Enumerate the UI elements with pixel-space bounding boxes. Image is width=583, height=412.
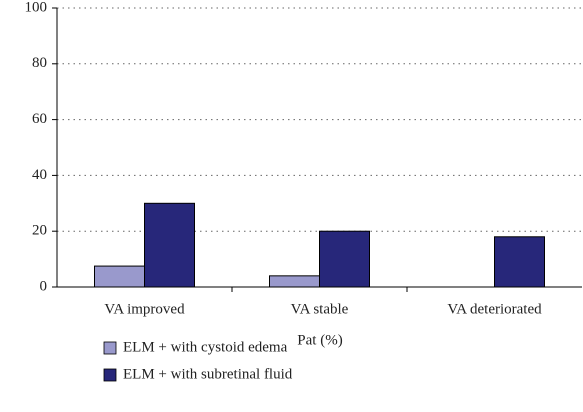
legend-label: ELM + with cystoid edema bbox=[123, 339, 288, 355]
bar bbox=[94, 265, 145, 288]
x-tick-label: VA stable bbox=[291, 301, 349, 317]
x-tick-label: VA deteriorated bbox=[447, 301, 542, 317]
y-tick-label: 100 bbox=[25, 0, 48, 15]
bar bbox=[494, 236, 545, 288]
bar bbox=[144, 202, 195, 288]
y-tick-label: 80 bbox=[32, 55, 47, 71]
legend-label: ELM + with subretinal fluid bbox=[123, 366, 293, 382]
y-tick-label: 0 bbox=[40, 278, 48, 294]
x-tick-label: VA improved bbox=[104, 301, 185, 317]
bar bbox=[269, 275, 320, 288]
bar bbox=[319, 230, 370, 288]
x-axis-label: Pat (%) bbox=[297, 332, 342, 348]
y-tick-label: 20 bbox=[32, 223, 47, 239]
legend-swatch bbox=[103, 341, 117, 355]
y-tick-label: 40 bbox=[32, 167, 47, 183]
y-tick-label: 60 bbox=[32, 111, 47, 127]
legend-swatch bbox=[103, 368, 117, 382]
